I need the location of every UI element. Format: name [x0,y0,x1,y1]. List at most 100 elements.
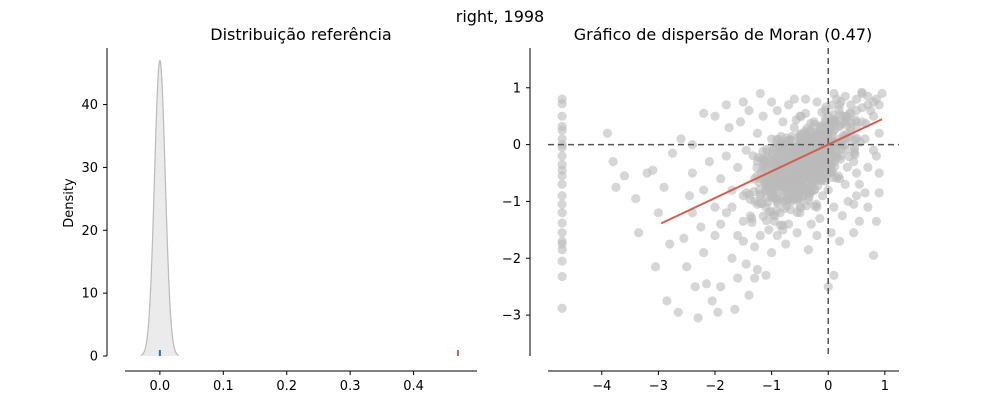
scatter-point [767,247,777,258]
scatter-point [713,307,723,317]
scatter-point [650,262,661,272]
scatter-point [602,128,613,138]
scatter-point [724,122,734,133]
scatter-point [874,188,884,198]
scatter-point [834,121,844,131]
scatter-point [812,230,822,241]
scatter-point [871,151,881,161]
scatter-point [829,88,839,99]
right-plot-area: −3 −2 −1 0 1 −4 −3 −2 −1 0 1 [502,48,899,394]
scatter-point [789,94,799,104]
scatter-point [772,205,782,215]
scatter-point [772,105,782,116]
scatter-point [767,175,777,185]
scatter-point [704,157,714,167]
scatter-point [844,151,854,162]
scatter-point [845,108,855,118]
scatter-point [829,202,839,212]
left-y-tick-label: 40 [81,98,98,113]
left-plot-area: 0 10 20 30 40 0.0 0.1 0.2 0.3 0.4 [81,48,477,394]
scatter-point [752,128,763,138]
scatter-point [733,273,743,283]
scatter-point [727,202,737,212]
left-y-tick-label: 20 [81,224,98,239]
scatter-point [775,175,785,186]
kde-fill [140,60,179,356]
scatter-point [557,218,567,228]
scatter-point [806,219,816,229]
scatter-point [735,117,746,127]
scatter-point [767,97,777,107]
left-panel: Distribuição referência Density 0 10 20 30 4… [62,25,477,394]
scatter-point [796,131,806,141]
right-x-tick-label: −4 [592,379,611,394]
scatter-point [773,198,783,208]
scatter-point [781,196,791,206]
scatter-point [778,117,788,127]
scatter-point [863,202,873,212]
scatter-point [874,128,884,138]
scatter-point [817,191,828,201]
right-x-tick-label: −2 [705,379,724,394]
scatter-point [557,99,567,109]
scatter-point [834,236,845,246]
scatter-point [755,198,765,208]
scatter-point [778,220,788,230]
scatter-point [699,247,709,258]
scatter-point [789,122,799,133]
scatter-point [557,151,567,161]
scatter-point [752,265,763,275]
scatter-point [684,191,695,201]
scatter-point [877,88,887,99]
scatter-point [849,228,859,238]
scatter-point [755,88,765,99]
scatter-point [785,204,796,215]
scatter-point [699,108,709,118]
scatter-point [836,96,846,107]
scatter-point [690,282,700,292]
scatter-point [721,208,731,218]
scatter-point [818,123,828,133]
scatter-point [744,189,755,199]
scatter-point [846,100,856,110]
scatter-point [667,148,678,158]
scatter-point [699,185,709,195]
scatter-point [829,270,839,280]
scatter-point [800,94,811,104]
scatter-point [794,165,804,175]
scatter-point [557,239,567,249]
scatter-point [860,188,870,198]
scatter-point [633,228,644,238]
scatter-point [747,217,757,227]
scatter-point [802,201,812,211]
scatter-point [665,239,675,249]
figure-suptitle: right, 1998 [456,7,544,26]
scatter-point [833,171,843,181]
scatter-point [710,111,720,121]
scatter-point [791,115,801,125]
scatter-point [716,282,726,292]
scatter-point [834,105,844,115]
scatter-point [741,145,751,155]
scatter-point [768,144,778,155]
left-y-tick-label: 30 [81,161,98,176]
scatter-point [800,171,811,181]
left-y-tick-label: 0 [90,350,98,365]
scatter-point [781,239,791,249]
right-y-tick-label: −2 [502,252,521,267]
scatter-point [557,303,567,313]
left-x-tick-label: 0.1 [213,379,234,394]
scatter-point [716,174,726,184]
right-x-tick-label: 1 [881,379,889,394]
scatter-point [557,125,567,135]
scatter-point [744,290,754,300]
scatter-point [850,115,860,125]
right-x-tick-label: 0 [824,379,832,394]
scatter-point [810,161,820,171]
scatter-point [557,271,567,282]
scatter-point [796,143,806,153]
scatter-point [721,151,731,161]
scatter-point [764,225,774,235]
scatter-point [803,245,814,255]
